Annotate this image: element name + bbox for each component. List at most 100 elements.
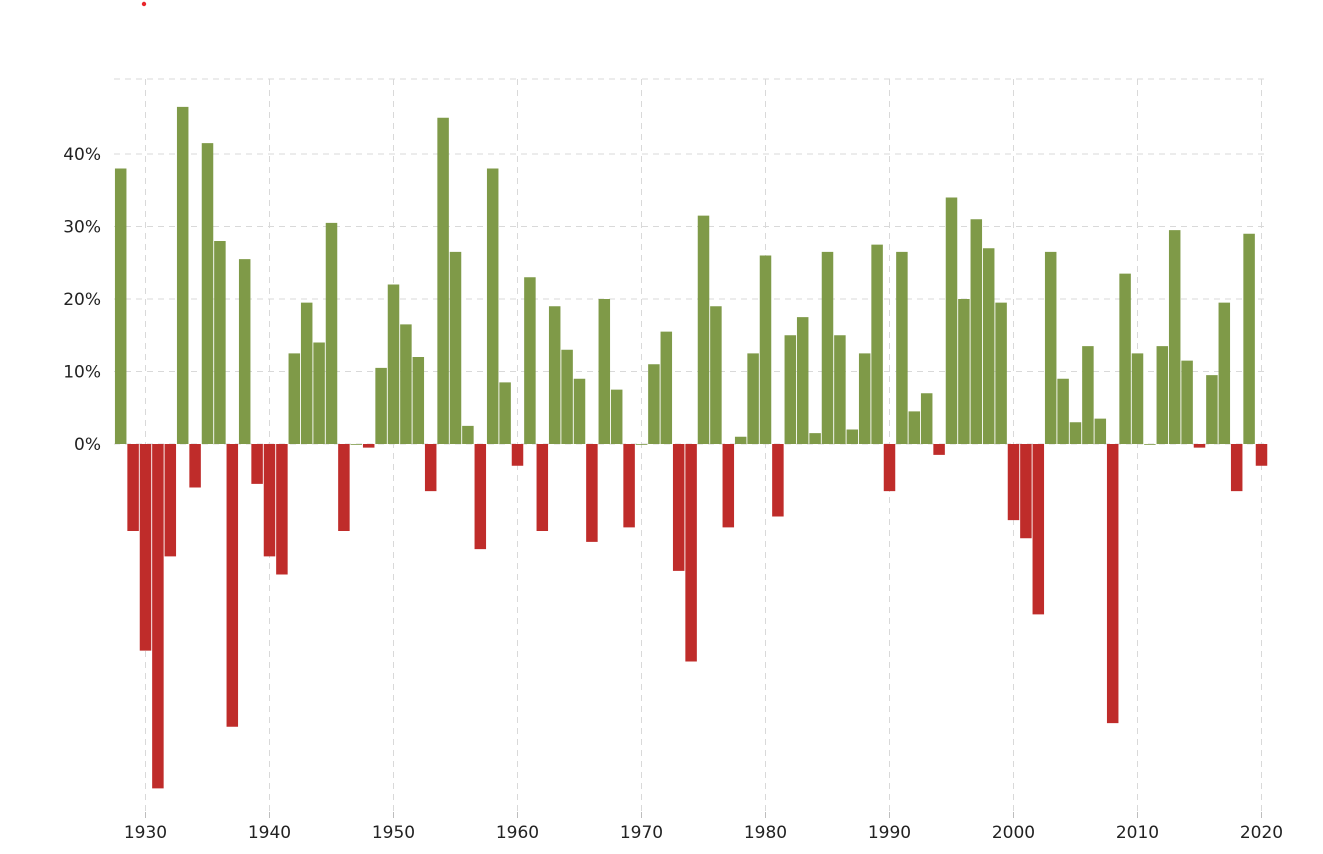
bar-2018[interactable] <box>1230 444 1243 492</box>
bar-1991[interactable] <box>896 251 908 445</box>
bar-2007[interactable] <box>1094 418 1107 445</box>
bar-1983[interactable] <box>796 317 809 445</box>
bar-1994[interactable] <box>933 444 945 455</box>
bar-1955[interactable] <box>449 251 462 445</box>
bar-1976[interactable] <box>710 306 722 444</box>
bar-1948[interactable] <box>362 444 375 448</box>
x-tick-label: 2010 <box>1116 823 1159 843</box>
bar-1935[interactable] <box>201 143 214 445</box>
bar-1956[interactable] <box>462 425 474 445</box>
bar-1977[interactable] <box>722 444 735 528</box>
bar-1986[interactable] <box>834 335 846 444</box>
bar-1997[interactable] <box>970 219 983 444</box>
bar-1998[interactable] <box>982 248 995 444</box>
bar-1974[interactable] <box>685 444 697 662</box>
bar-1969[interactable] <box>623 444 635 528</box>
bar-1990[interactable] <box>883 444 896 492</box>
bar-1962[interactable] <box>536 444 549 531</box>
bar-1949[interactable] <box>375 367 387 445</box>
bar-2019[interactable] <box>1243 233 1255 444</box>
bar-1970[interactable] <box>635 444 648 445</box>
y-tick-label: 20% <box>63 290 101 310</box>
bar-1958[interactable] <box>486 168 499 445</box>
bar-1953[interactable] <box>424 444 437 492</box>
bar-1951[interactable] <box>400 324 412 445</box>
bar-2013[interactable] <box>1168 230 1181 445</box>
bar-2020[interactable] <box>1255 444 1268 466</box>
bar-1947[interactable] <box>350 444 363 445</box>
bar-1934[interactable] <box>189 444 201 488</box>
bar-1975[interactable] <box>697 215 710 445</box>
bar-1999[interactable] <box>995 302 1007 445</box>
x-tick-label: 1940 <box>248 823 291 843</box>
bar-2017[interactable] <box>1218 302 1231 445</box>
bar-1982[interactable] <box>784 335 797 444</box>
bar-1967[interactable] <box>598 299 611 444</box>
bar-1942[interactable] <box>288 353 301 445</box>
bar-1959[interactable] <box>499 382 511 445</box>
y-tick-label: 30% <box>63 218 101 238</box>
bar-1968[interactable] <box>610 389 623 445</box>
bar-1936[interactable] <box>214 241 226 444</box>
bar-1996[interactable] <box>958 299 970 444</box>
bar-1972[interactable] <box>660 331 673 445</box>
bar-1973[interactable] <box>672 444 685 571</box>
bar-1943[interactable] <box>300 302 313 445</box>
bar-1979[interactable] <box>747 353 759 445</box>
bar-1987[interactable] <box>846 429 859 445</box>
bar-2012[interactable] <box>1156 346 1169 445</box>
bar-1964[interactable] <box>561 349 573 444</box>
bar-1940[interactable] <box>263 444 276 557</box>
bar-1928[interactable] <box>114 168 127 445</box>
bar-1989[interactable] <box>871 244 883 445</box>
bar-1952[interactable] <box>412 357 425 444</box>
bar-2011[interactable] <box>1144 444 1156 445</box>
bar-1966[interactable] <box>586 444 598 542</box>
bar-2002[interactable] <box>1032 444 1045 615</box>
bar-1930[interactable] <box>139 444 152 651</box>
bar-2003[interactable] <box>1044 251 1057 445</box>
bar-1957[interactable] <box>474 444 487 550</box>
bar-2010[interactable] <box>1131 353 1144 445</box>
bar-2014[interactable] <box>1181 360 1193 445</box>
bar-1985[interactable] <box>821 251 834 445</box>
bar-2009[interactable] <box>1119 273 1131 445</box>
bar-1941[interactable] <box>276 444 288 575</box>
bar-1961[interactable] <box>524 277 536 444</box>
x-tick-label: 1970 <box>620 823 663 843</box>
bar-1965[interactable] <box>573 378 586 444</box>
bar-1960[interactable] <box>511 444 524 466</box>
bar-1993[interactable] <box>920 393 933 444</box>
bar-1995[interactable] <box>945 197 958 445</box>
bar-1963[interactable] <box>548 306 561 444</box>
bar-1992[interactable] <box>908 411 921 445</box>
bar-1978[interactable] <box>734 436 747 444</box>
bar-1944[interactable] <box>313 342 325 445</box>
bar-1946[interactable] <box>338 444 350 531</box>
bar-1984[interactable] <box>809 433 821 445</box>
bar-1932[interactable] <box>164 444 177 557</box>
bar-2004[interactable] <box>1057 378 1069 444</box>
bar-1981[interactable] <box>772 444 784 517</box>
bar-1945[interactable] <box>325 222 338 445</box>
axes: 0% 10% 20% 30% 40% 1930 1940 1950 1960 1970 1980 19… <box>63 1 1283 843</box>
bar-1988[interactable] <box>858 353 871 445</box>
bar-1950[interactable] <box>387 284 400 445</box>
bar-2001[interactable] <box>1020 444 1032 539</box>
bar-2000[interactable] <box>1007 444 1020 521</box>
bar-1971[interactable] <box>648 364 660 444</box>
bar-2006[interactable] <box>1082 346 1094 445</box>
bar-1938[interactable] <box>238 259 251 445</box>
bar-1939[interactable] <box>251 444 263 484</box>
bar-2008[interactable] <box>1106 444 1119 724</box>
bar-2016[interactable] <box>1206 375 1218 445</box>
bar-1933[interactable] <box>176 106 189 445</box>
bar-1929[interactable] <box>127 444 139 531</box>
bar-2015[interactable] <box>1193 444 1206 448</box>
bar-1980[interactable] <box>759 255 772 445</box>
bar-2005[interactable] <box>1069 422 1082 444</box>
bar-1954[interactable] <box>437 117 449 444</box>
bar-1931[interactable] <box>152 444 164 789</box>
bar-1937[interactable] <box>226 444 239 727</box>
